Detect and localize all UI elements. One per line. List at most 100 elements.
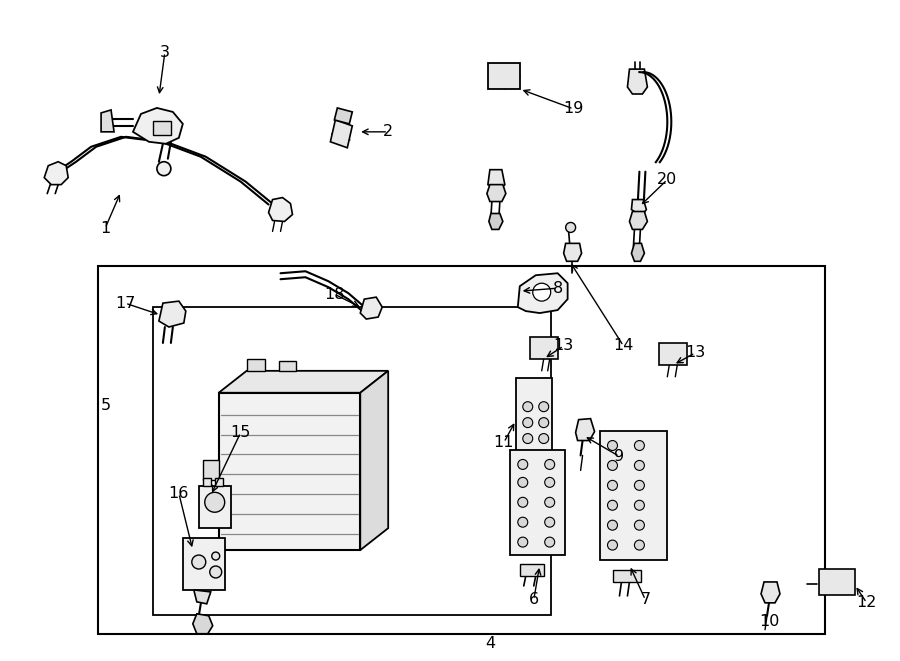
Polygon shape (632, 243, 644, 261)
Circle shape (544, 497, 554, 507)
Polygon shape (133, 108, 183, 144)
Polygon shape (489, 214, 503, 229)
Bar (215, 479, 222, 486)
Circle shape (523, 418, 533, 428)
Bar (522, 453, 542, 463)
Bar (278, 361, 296, 371)
Bar (516, 378, 552, 453)
Polygon shape (488, 170, 505, 192)
Text: 20: 20 (657, 172, 678, 187)
Bar (199, 486, 230, 528)
Bar (614, 570, 642, 582)
Circle shape (539, 434, 549, 444)
Polygon shape (487, 184, 506, 202)
Circle shape (634, 520, 644, 530)
Circle shape (608, 520, 617, 530)
Circle shape (212, 552, 220, 560)
Polygon shape (360, 297, 382, 319)
Bar (202, 461, 219, 481)
Polygon shape (193, 614, 212, 634)
Polygon shape (335, 108, 352, 124)
Circle shape (518, 459, 527, 469)
Circle shape (634, 461, 644, 471)
Circle shape (539, 418, 549, 428)
Polygon shape (518, 273, 568, 313)
Circle shape (634, 540, 644, 550)
Bar (488, 63, 520, 89)
Circle shape (608, 540, 617, 550)
Bar (183, 538, 225, 590)
Polygon shape (563, 243, 581, 261)
Text: 12: 12 (857, 596, 877, 610)
Circle shape (192, 555, 206, 569)
Text: 15: 15 (230, 425, 251, 440)
Bar (520, 564, 544, 576)
Text: 9: 9 (615, 449, 625, 464)
Polygon shape (629, 212, 647, 229)
Text: 6: 6 (528, 592, 539, 607)
Text: 11: 11 (493, 435, 514, 450)
Circle shape (634, 481, 644, 490)
Circle shape (608, 500, 617, 510)
Text: 1: 1 (100, 221, 110, 236)
Circle shape (634, 500, 644, 510)
Text: 7: 7 (640, 592, 651, 607)
Circle shape (533, 283, 551, 301)
Text: 16: 16 (168, 486, 189, 501)
Polygon shape (44, 162, 68, 184)
Bar (153, 121, 171, 135)
Bar (819, 569, 855, 595)
Circle shape (544, 477, 554, 487)
Polygon shape (268, 198, 292, 221)
Polygon shape (632, 200, 646, 217)
Circle shape (523, 434, 533, 444)
Bar (660, 343, 688, 365)
Polygon shape (360, 371, 388, 550)
Circle shape (518, 477, 527, 487)
Text: 13: 13 (554, 338, 574, 354)
Circle shape (544, 517, 554, 527)
Text: 8: 8 (553, 281, 562, 295)
Text: 2: 2 (383, 124, 393, 139)
Bar (98, 266, 824, 634)
Polygon shape (576, 418, 595, 440)
Circle shape (157, 162, 171, 176)
Text: 3: 3 (160, 45, 170, 59)
Circle shape (210, 566, 221, 578)
Polygon shape (219, 371, 388, 393)
Polygon shape (101, 110, 114, 132)
Polygon shape (194, 590, 211, 604)
Bar (153, 307, 551, 615)
Bar (509, 451, 564, 555)
Polygon shape (627, 69, 647, 94)
Text: 5: 5 (101, 398, 111, 413)
Text: 10: 10 (759, 614, 779, 629)
Circle shape (518, 537, 527, 547)
Text: 17: 17 (115, 295, 135, 311)
Text: 14: 14 (613, 338, 634, 354)
Circle shape (205, 492, 225, 512)
Bar (530, 337, 558, 359)
Circle shape (608, 481, 617, 490)
Polygon shape (330, 120, 352, 148)
Bar (202, 479, 211, 486)
Text: 4: 4 (485, 636, 495, 651)
Text: 18: 18 (324, 287, 345, 301)
Circle shape (518, 517, 527, 527)
Circle shape (518, 497, 527, 507)
Polygon shape (159, 301, 185, 327)
Circle shape (608, 461, 617, 471)
Bar (219, 393, 360, 550)
Bar (599, 430, 667, 560)
Circle shape (608, 440, 617, 451)
Text: 13: 13 (685, 346, 706, 360)
Circle shape (634, 440, 644, 451)
Circle shape (544, 459, 554, 469)
Bar (247, 359, 265, 371)
Circle shape (539, 402, 549, 412)
Circle shape (544, 537, 554, 547)
Text: 19: 19 (563, 101, 584, 116)
Polygon shape (761, 582, 780, 603)
Circle shape (523, 402, 533, 412)
Circle shape (565, 223, 576, 233)
